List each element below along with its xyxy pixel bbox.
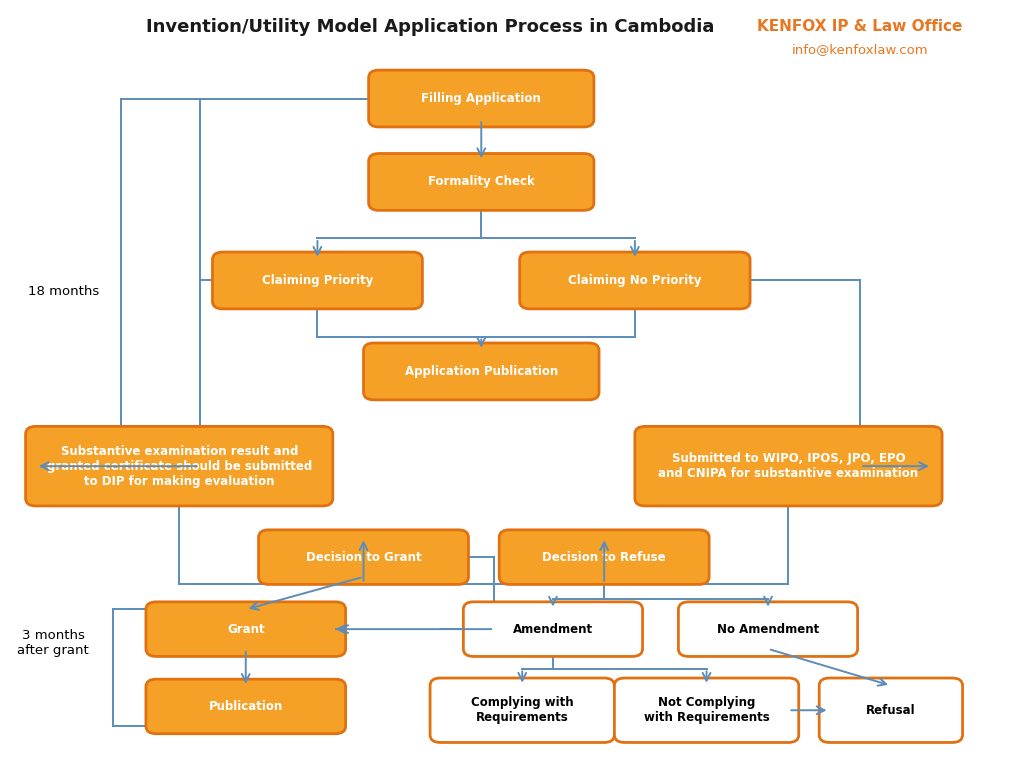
Text: No Amendment: No Amendment [717,622,819,636]
FancyBboxPatch shape [364,343,599,400]
Text: Claiming Priority: Claiming Priority [262,274,373,287]
FancyBboxPatch shape [213,252,422,309]
FancyBboxPatch shape [258,530,468,584]
FancyBboxPatch shape [499,530,709,584]
Text: 18 months: 18 months [28,285,99,299]
Text: Complying with
Requirements: Complying with Requirements [471,697,573,724]
Text: Substantive examination result and
granted certificate should be submitted
to DI: Substantive examination result and grant… [46,445,312,487]
FancyBboxPatch shape [26,426,333,506]
FancyBboxPatch shape [463,602,643,656]
Text: Amendment: Amendment [513,622,593,636]
FancyBboxPatch shape [145,679,345,734]
Text: KENFOX IP & Law Office: KENFOX IP & Law Office [758,19,963,34]
FancyBboxPatch shape [519,252,750,309]
FancyBboxPatch shape [678,602,857,656]
Text: Claiming No Priority: Claiming No Priority [568,274,701,287]
Text: Filling Application: Filling Application [422,92,541,105]
Text: Not Complying
with Requirements: Not Complying with Requirements [644,697,769,724]
Text: Application Publication: Application Publication [404,365,558,378]
FancyBboxPatch shape [635,426,942,506]
Text: Formality Check: Formality Check [428,175,535,189]
Text: Invention/Utility Model Application Process in Cambodia: Invention/Utility Model Application Proc… [145,17,715,36]
Text: Decision to Refuse: Decision to Refuse [543,550,666,564]
FancyBboxPatch shape [369,70,594,127]
FancyBboxPatch shape [614,678,799,743]
Text: Refusal: Refusal [866,703,915,717]
FancyBboxPatch shape [145,602,345,656]
Text: 3 months
after grant: 3 months after grant [17,629,89,656]
FancyBboxPatch shape [369,153,594,211]
Text: Grant: Grant [227,622,264,636]
Text: Submitted to WIPO, IPOS, JPO, EPO
and CNIPA for substantive examination: Submitted to WIPO, IPOS, JPO, EPO and CN… [658,453,919,480]
Text: info@kenfoxlaw.com: info@kenfoxlaw.com [792,42,929,56]
FancyBboxPatch shape [819,678,963,743]
Text: Publication: Publication [209,700,283,713]
Text: Decision to Grant: Decision to Grant [306,550,421,564]
FancyBboxPatch shape [430,678,614,743]
